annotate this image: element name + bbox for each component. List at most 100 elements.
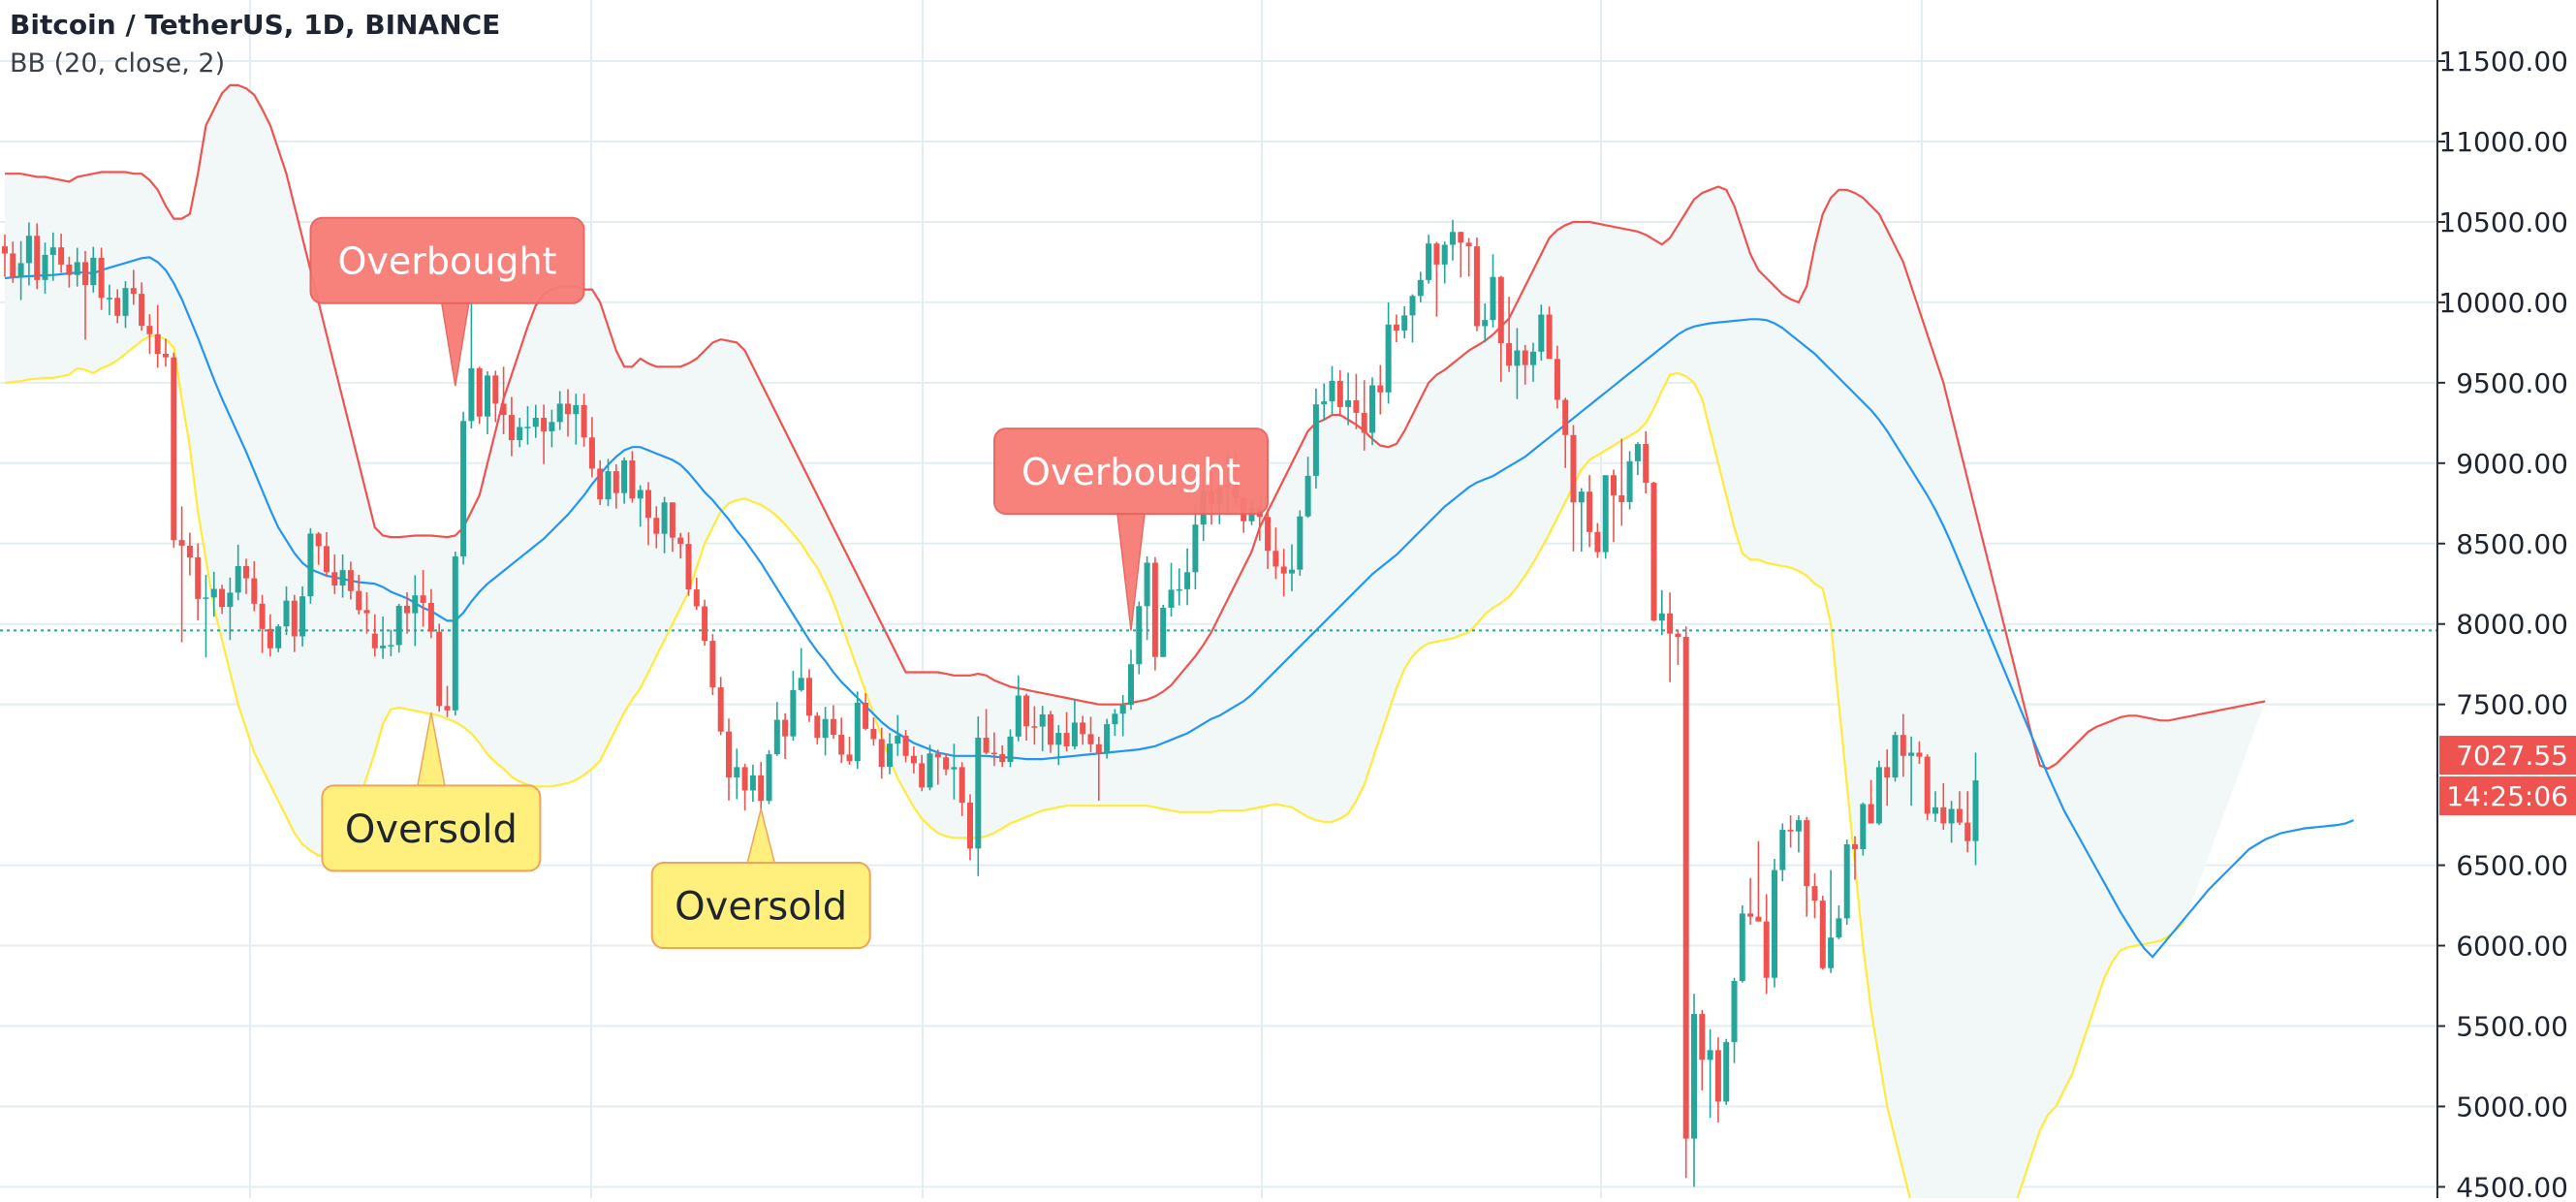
candle xyxy=(741,763,748,811)
candle-body xyxy=(734,767,740,777)
candle xyxy=(1875,760,1882,826)
candle-body xyxy=(1731,981,1738,1043)
price-axis: 4500.00 5000.00 5500.00 6000.00 6500.00 7500.… xyxy=(2436,0,2576,1202)
candle-body xyxy=(436,631,443,707)
candle xyxy=(1441,241,1448,284)
candle-body xyxy=(1433,243,1440,265)
candle-body xyxy=(1473,246,1480,327)
candles xyxy=(2,219,1979,1187)
candle-body xyxy=(1353,399,1360,413)
candle-body xyxy=(1836,918,1842,938)
candle-body xyxy=(114,298,121,316)
candle xyxy=(629,451,636,503)
candle-body xyxy=(2,246,8,254)
candle xyxy=(235,544,241,601)
candle-body xyxy=(98,257,105,299)
upper-band-line xyxy=(5,83,2266,771)
candle xyxy=(990,732,997,767)
callout-label: Overbought xyxy=(1021,451,1241,493)
candle-body xyxy=(1892,735,1899,778)
candle xyxy=(251,561,258,612)
candle xyxy=(1080,715,1086,745)
candle-body xyxy=(259,603,266,629)
candle-body xyxy=(1530,351,1536,365)
candle xyxy=(1160,604,1167,657)
candle-body xyxy=(741,767,748,791)
candle xyxy=(388,629,394,657)
candle-body xyxy=(1031,726,1038,728)
candle-body xyxy=(219,588,226,608)
candle xyxy=(669,502,675,553)
candle xyxy=(1682,626,1689,1179)
candle-body xyxy=(1192,524,1199,573)
candle-body xyxy=(1562,399,1569,435)
symbol-title: Bitcoin / TetherUS, 1D, BINANCE xyxy=(10,9,501,41)
candle-body xyxy=(1860,804,1867,849)
candle xyxy=(1385,301,1392,404)
callout-label: Overbought xyxy=(338,239,557,282)
candle xyxy=(1811,872,1818,919)
candle xyxy=(1151,556,1158,671)
candle xyxy=(1594,522,1601,558)
candle xyxy=(1908,736,1915,807)
candle-body xyxy=(299,596,306,637)
candle-body xyxy=(468,367,475,422)
candle-body xyxy=(1900,735,1906,756)
chart-legend: Bitcoin / TetherUS, 1D, BINANCE BB (20, … xyxy=(10,6,500,83)
candle-body xyxy=(1304,475,1311,517)
candle xyxy=(1184,548,1191,606)
candle-body xyxy=(1875,767,1882,824)
candle xyxy=(1530,342,1536,382)
candle xyxy=(846,737,853,765)
candle-body xyxy=(1087,734,1094,744)
candle-body xyxy=(613,471,619,493)
candle xyxy=(1772,858,1777,988)
candle xyxy=(1514,328,1521,399)
candle-body xyxy=(605,471,612,500)
candle xyxy=(766,749,772,805)
candle xyxy=(452,552,458,716)
candle-body xyxy=(331,572,338,586)
candle xyxy=(1015,675,1021,742)
candle xyxy=(1739,905,1745,983)
candle-body xyxy=(1497,276,1504,344)
candle xyxy=(324,531,330,578)
candle-body xyxy=(629,459,636,499)
candle xyxy=(331,554,338,594)
price-axis-bg xyxy=(2437,0,2576,1198)
candle xyxy=(356,574,362,615)
candle-body xyxy=(702,606,708,642)
candle xyxy=(887,733,893,775)
candle-body xyxy=(1401,315,1408,331)
candle-body xyxy=(1289,569,1295,574)
candle xyxy=(1336,369,1343,417)
candle-body xyxy=(1151,562,1158,657)
candle xyxy=(154,304,161,368)
price-tick-label: 8500.00 xyxy=(2456,528,2568,560)
candle xyxy=(1401,306,1408,339)
candle xyxy=(299,585,306,647)
candle xyxy=(74,247,80,287)
candle xyxy=(1804,816,1810,917)
candle xyxy=(1417,271,1424,302)
candle-body xyxy=(677,537,684,545)
candle xyxy=(1304,457,1311,519)
candle xyxy=(581,394,587,447)
overbought-callout: Overbought xyxy=(309,216,585,387)
price-tick-label: 7500.00 xyxy=(2456,689,2568,721)
candle xyxy=(1852,836,1858,880)
candle xyxy=(830,705,836,740)
candle xyxy=(573,394,580,445)
candle xyxy=(1482,303,1489,343)
candle xyxy=(943,753,950,775)
candle-body xyxy=(1144,562,1150,607)
current-price-badge xyxy=(2439,736,2576,775)
candle-body xyxy=(1482,320,1489,327)
candle-body xyxy=(203,597,209,599)
candle-body xyxy=(1643,444,1649,484)
candle xyxy=(1650,482,1657,621)
candle xyxy=(17,240,24,300)
candle-body xyxy=(870,728,877,740)
